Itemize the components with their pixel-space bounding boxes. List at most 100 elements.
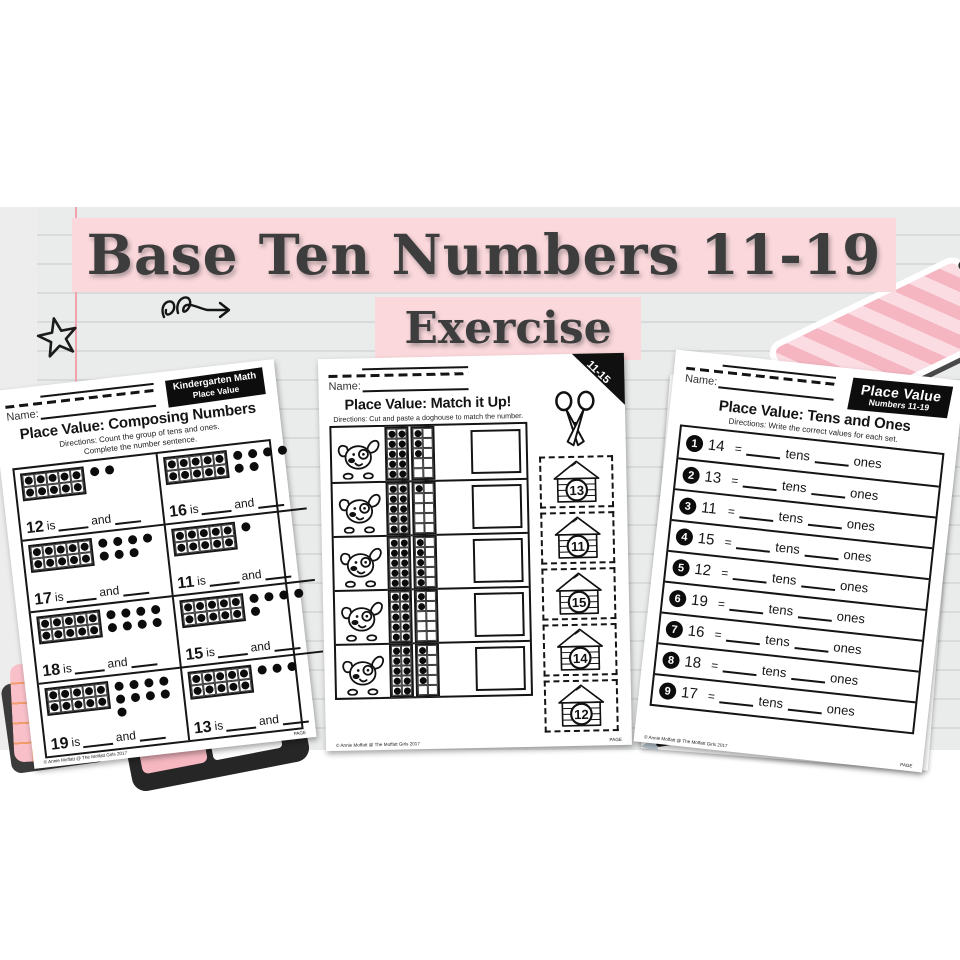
counter-dot — [417, 592, 425, 601]
counter-dot — [42, 631, 51, 641]
ten-frame-cell — [415, 591, 427, 602]
doghouse-number: 14 — [573, 651, 589, 666]
counter-dot — [239, 669, 249, 679]
row-number-badge: 8 — [661, 651, 681, 670]
ones-blank — [129, 654, 158, 669]
ten-frame-cell — [398, 547, 410, 558]
doghouse-number: 11 — [571, 539, 585, 554]
counter-dot — [416, 538, 424, 547]
counter-dot — [179, 459, 189, 468]
counter-dot — [104, 465, 115, 476]
ones-blank — [281, 712, 309, 726]
counter-dot — [217, 684, 226, 694]
equation-value: 17 — [680, 684, 699, 704]
ten-frame-cell — [426, 621, 437, 632]
ten-frame-cell — [417, 665, 428, 676]
equation-value: 16 — [686, 622, 706, 642]
ten-frame-cell — [414, 523, 425, 534]
counter-dot — [232, 450, 243, 461]
row-number-badge: 9 — [658, 681, 678, 701]
counter-dot — [203, 673, 213, 683]
ones-dots — [89, 459, 153, 478]
ten-frame-cell — [422, 448, 434, 459]
equals-sign: = — [710, 657, 719, 673]
match-row — [335, 640, 531, 699]
name-label: Name: — [5, 408, 40, 424]
ones-label: ones — [826, 701, 856, 720]
counter-dot — [48, 691, 58, 701]
counter-dot — [223, 526, 233, 536]
tens-blank — [82, 734, 114, 749]
ten-frame-cell — [87, 624, 101, 638]
dog-illustration — [338, 494, 381, 535]
counter-dot — [99, 551, 110, 562]
counter-dot — [391, 579, 399, 587]
counter-dot — [158, 676, 169, 687]
counter-dot — [392, 633, 400, 641]
counter-dot — [416, 568, 424, 577]
counter-dot — [400, 559, 408, 567]
ten-frame-cell — [423, 483, 434, 494]
row-number-badge: 4 — [675, 527, 694, 547]
is-label: is — [46, 518, 57, 534]
ten-frame — [187, 665, 255, 701]
ten-frame — [388, 643, 415, 699]
equation-value: 15 — [696, 530, 716, 549]
counter-dot — [249, 462, 260, 472]
tens-label: tens — [761, 662, 788, 681]
counter-dot — [49, 485, 59, 495]
and-label: and — [98, 583, 121, 600]
ten-frame-cell — [398, 523, 409, 534]
ones-label: ones — [839, 577, 870, 596]
counter-dot — [208, 612, 218, 622]
counter-dot — [168, 472, 178, 482]
counter-dot — [40, 619, 50, 629]
counter-dot — [401, 613, 409, 621]
doghouse-icon: 14 — [557, 628, 603, 671]
dog-illustration — [339, 548, 382, 589]
row-number-badge: 6 — [668, 589, 688, 609]
composing-cell: 13 is and — [182, 653, 331, 741]
name-field: Name: — [684, 359, 837, 401]
ones-label: ones — [836, 608, 866, 627]
doghouse-card: 15 — [541, 567, 617, 621]
ten-frame-cell — [387, 483, 398, 495]
ten-frame-cell — [400, 621, 411, 632]
counter-dot — [287, 662, 298, 672]
ten-frame-cell — [230, 607, 244, 622]
counter-dot — [232, 609, 242, 619]
doghouse-icon: 12 — [558, 684, 605, 727]
doghouse-card: 11 — [540, 511, 616, 565]
ten-frame-cell — [386, 438, 397, 450]
counter-dot — [143, 678, 154, 689]
counter-dot — [390, 569, 398, 577]
equals-sign: = — [707, 688, 716, 704]
ten-frame-cell — [387, 458, 398, 470]
counter-dot — [393, 687, 401, 695]
worksheet-tens-and-ones: Name: Place Value Numbers 11-19 Place Va… — [633, 349, 960, 773]
and-label: and — [258, 712, 280, 729]
sentence-number: 19 — [49, 735, 70, 755]
equation-value: 19 — [690, 591, 709, 611]
and-label: and — [90, 512, 112, 529]
doghouse-card: 14 — [542, 623, 618, 677]
counter-dot — [402, 667, 411, 675]
counter-dot — [24, 476, 34, 486]
ten-frame-cell — [391, 685, 402, 697]
name-field: Name: — [328, 364, 469, 393]
ones-blank — [794, 636, 830, 653]
ones-blank — [138, 728, 166, 743]
sentence-number: 12 — [25, 518, 45, 538]
counter-dot — [262, 447, 273, 458]
counter-dot — [402, 657, 410, 665]
equals-sign: = — [713, 627, 723, 642]
cell-dots-area — [163, 443, 297, 486]
ten-frame-cell — [427, 685, 438, 696]
sentence-number: 15 — [184, 645, 205, 665]
ten-frame — [411, 481, 437, 536]
ten-frame-cell — [389, 557, 400, 569]
tens-blank — [725, 629, 762, 645]
counter-dot — [183, 603, 193, 613]
counter-dot — [389, 525, 398, 533]
dog-illustration — [337, 440, 380, 481]
